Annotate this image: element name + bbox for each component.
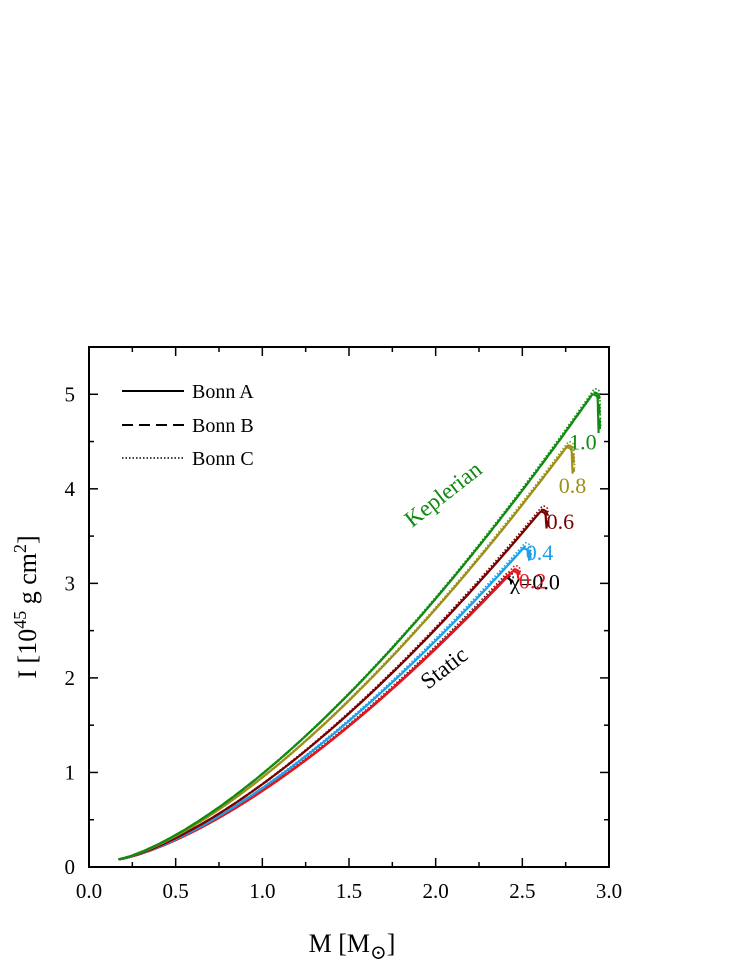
y-tick-label: 2 (65, 666, 76, 690)
keplerian-label: Keplerian (400, 456, 487, 532)
curve-chi-08-bonn-a (118, 446, 574, 861)
x-tick-label: 2.5 (509, 879, 535, 903)
curve-chi-04-bonn-b (118, 545, 532, 861)
x-tick-label: 0.0 (76, 879, 102, 903)
y-tick-label: 1 (65, 760, 76, 784)
y-tick-label: 3 (65, 571, 76, 595)
x-axis-label: M [M⊙] (309, 929, 396, 964)
series-labels: χ=0.00.2 0.4 0.6 0.8 1.0 (509, 430, 596, 595)
curve-chi-08-bonn-b (118, 444, 576, 861)
y-tick-label: 0 (65, 855, 76, 879)
series-label-chi-02: 0.2 (519, 569, 547, 594)
curve-chi-10-bonn-a (118, 393, 600, 861)
curve-chi-08-bonn-c (118, 440, 576, 861)
series-label-chi-10: 1.0 (569, 430, 597, 455)
curve-chi-10-bonn-c (118, 387, 602, 861)
x-tick-label: 1.5 (336, 879, 362, 903)
series-label-chi-00: χ=0.0 (509, 569, 560, 594)
curve-chi-06-bonn-a (118, 510, 548, 861)
curve-chi-00-bonn-a (118, 576, 513, 861)
plot-frame (88, 346, 610, 868)
series-label-chi-04: 0.4 (526, 540, 554, 565)
legend-label-bonn-c: Bonn C (192, 448, 254, 470)
series-label-chi-06: 0.6 (547, 509, 575, 534)
curve-chi-04-bonn-c (118, 541, 533, 861)
y-tick-label: 4 (65, 477, 76, 501)
y-axis-label: I [1045 g cm2] (10, 535, 42, 678)
y-tick-label: 5 (65, 382, 76, 406)
x-tick-label: 1.0 (249, 879, 275, 903)
legend-label-bonn-a: Bonn A (192, 381, 254, 403)
x-tick-label: 0.5 (163, 879, 189, 903)
legend: Bonn A Bonn B Bonn C (122, 381, 254, 470)
curve-chi-02-bonn-c (118, 564, 522, 861)
x-tick-label: 3.0 (596, 879, 622, 903)
curve-chi-10-bonn-b (118, 391, 602, 861)
x-tick-label: 2.0 (423, 879, 449, 903)
curve-chi-06-bonn-c (118, 505, 550, 861)
ticks-layer: 0.0 0.5 1.0 1.5 2.0 2.5 3.0 0 1 2 3 4 5 (65, 346, 622, 903)
legend-label-bonn-b: Bonn B (192, 415, 254, 437)
curve-chi-02-bonn-b (118, 568, 522, 861)
curve-chi-06-bonn-b (118, 508, 550, 861)
curve-chi-00-bonn-b (118, 574, 514, 861)
series-label-chi-08: 0.8 (559, 473, 587, 498)
curve-chi-00-bonn-c (118, 571, 515, 861)
curves-layer (118, 387, 602, 861)
